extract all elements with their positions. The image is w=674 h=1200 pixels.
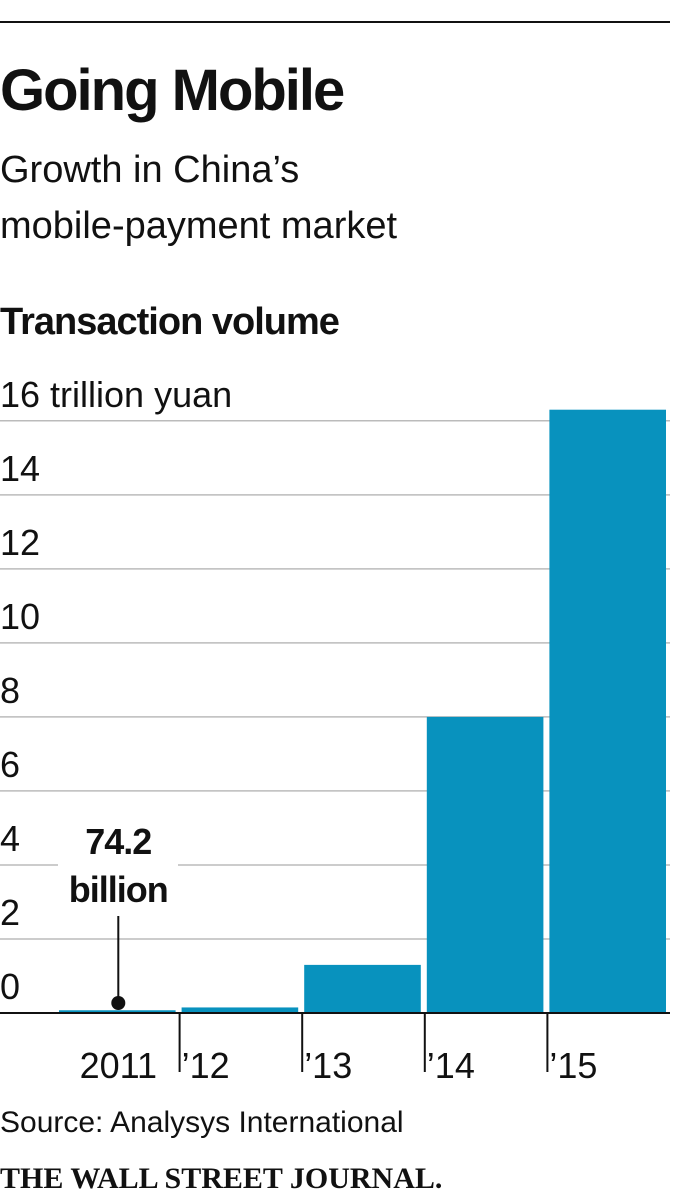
x-tick-label: ’13	[304, 1045, 352, 1086]
data-label: 74.2 billion	[58, 818, 179, 914]
y-tick-label: 16 trillion yuan	[0, 374, 232, 415]
bar	[549, 409, 666, 1013]
x-tick-label: ’15	[549, 1045, 597, 1086]
chart-subtitle: Growth in China’s mobile-payment market	[0, 149, 397, 247]
subtitle-line: Growth in China’s	[0, 149, 299, 191]
bar	[304, 964, 421, 1013]
x-tick-label: 2011	[80, 1045, 157, 1086]
source: Source: Analysys International	[0, 1106, 404, 1139]
publisher: THE WALL STREET JOURNAL.	[0, 1162, 442, 1195]
bar	[181, 1007, 299, 1013]
y-tick-label: 12	[0, 522, 40, 563]
y-tick-label: 6	[0, 744, 20, 785]
bar	[426, 716, 544, 1013]
x-tick-label: ’14	[427, 1045, 475, 1086]
y-axis-title: Transaction volume	[0, 301, 339, 343]
y-tick-label: 4	[0, 818, 20, 859]
subtitle-line: mobile-payment market	[0, 205, 397, 247]
y-tick-label: 8	[0, 670, 20, 711]
y-tick-label: 10	[0, 596, 40, 637]
pointer-dot	[111, 996, 126, 1010]
bar	[59, 1010, 176, 1013]
y-tick-label: 2	[0, 892, 20, 933]
chart-title: Going Mobile	[0, 58, 344, 123]
y-tick-label: 14	[0, 448, 40, 489]
x-tick-label: ’12	[182, 1045, 230, 1086]
y-tick-label: 0	[0, 966, 20, 1007]
